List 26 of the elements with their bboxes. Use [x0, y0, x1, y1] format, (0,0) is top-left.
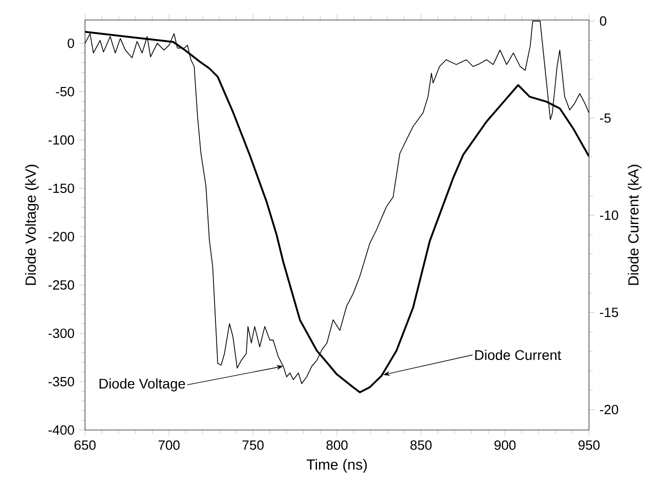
- y-axis-title: Diode Voltage (kV): [25, 164, 39, 285]
- x-tick-label: 650: [74, 440, 96, 450]
- y-tick-label: -250: [48, 280, 74, 290]
- x-tick-label: 900: [494, 440, 516, 450]
- x-tick-label: 850: [410, 440, 432, 450]
- y2-tick-label: -10: [600, 210, 618, 220]
- x-tick-label: 750: [242, 440, 264, 450]
- y-tick-label: 0: [68, 38, 74, 48]
- y-tick-label: -200: [48, 232, 74, 242]
- annotation: Diode Voltage: [100, 378, 185, 392]
- y-tick-label: -400: [48, 425, 74, 435]
- x-axis-title: Time (ns): [306, 458, 367, 473]
- y2-tick-label: -5: [600, 113, 611, 123]
- x-tick-label: 700: [158, 440, 180, 450]
- y2-tick-label: -20: [600, 404, 618, 414]
- x-tick-label: 800: [326, 440, 348, 450]
- y2-tick-label: 0: [600, 16, 606, 26]
- y2-axis-title: Diode Current (kA): [628, 164, 642, 285]
- y-tick-label: -100: [48, 135, 74, 145]
- y-tick-label: -150: [48, 184, 74, 194]
- y-tick-label: -300: [48, 328, 74, 338]
- y-tick-label: -350: [48, 376, 74, 386]
- y2-tick-label: -15: [600, 308, 618, 318]
- y-tick-label: -50: [56, 86, 74, 96]
- annotation: Diode Current: [475, 350, 562, 360]
- x-tick-label: 950: [578, 440, 600, 450]
